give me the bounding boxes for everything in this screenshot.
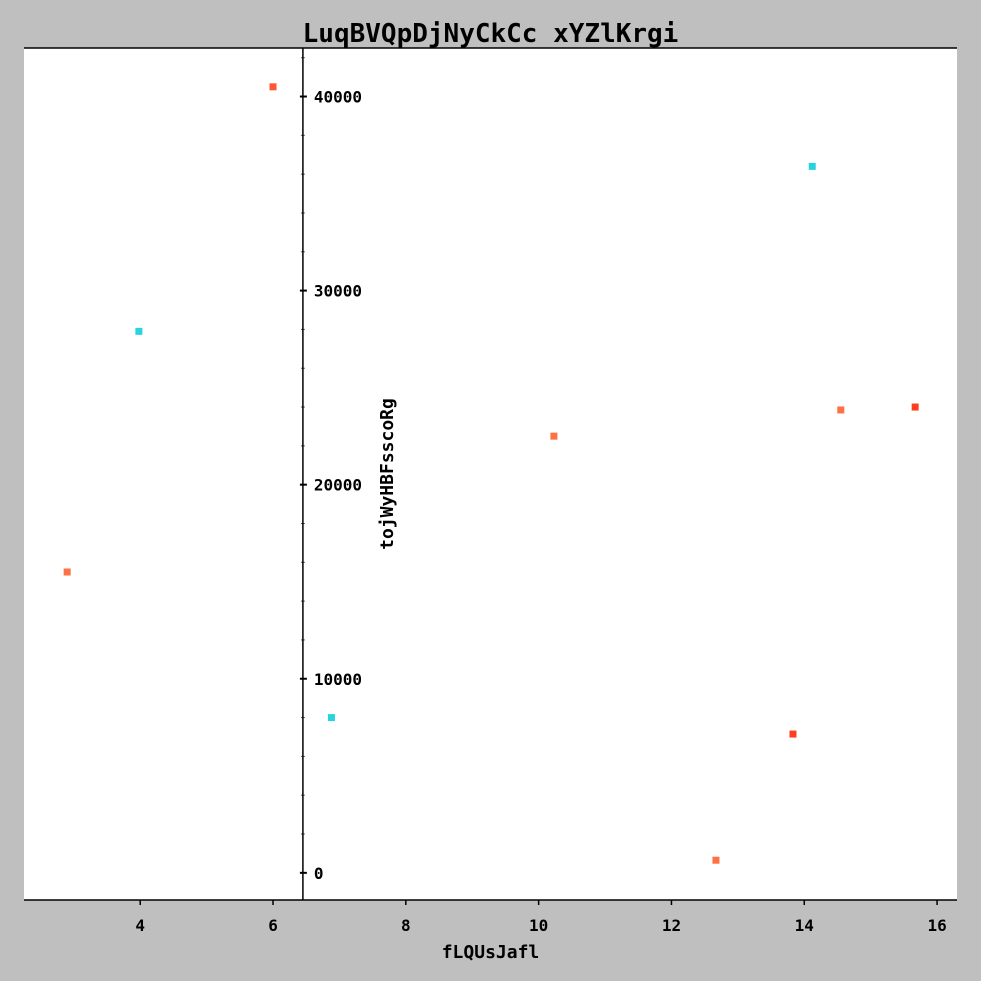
scatter-point [911,403,919,411]
x-tick-label: 16 [927,916,946,935]
scatter-point [63,568,71,576]
scatter-point [808,162,816,170]
y-tick-label: 10000 [314,670,362,689]
y-ticks: 0 10000 20000 30000 40000 [299,88,362,883]
scatter-point [789,730,797,738]
x-ticks: 4 6 8 10 12 14 16 [135,900,947,935]
plot-area [24,48,957,900]
scatter-point [712,856,720,864]
chart-title: LuqBVQpDjNyCkCc xYZlKrgi [303,19,679,49]
data-points [63,83,919,864]
x-axis-label: fLQUsJafl [442,942,540,963]
y-tick-label: 40000 [314,88,362,107]
x-tick-label: 8 [401,916,411,935]
y-tick-label: 0 [314,864,324,883]
x-tick-label: 14 [795,916,814,935]
x-tick-label: 4 [135,916,145,935]
y-axis-label: tojWyHBFsscoRg [377,398,398,550]
scatter-point [837,406,845,414]
scatter-point [135,327,143,335]
y-tick-label: 30000 [314,282,362,301]
scatter-point [269,83,277,91]
y-tick-label: 20000 [314,476,362,495]
x-tick-label: 6 [268,916,278,935]
scatter-point [550,432,558,440]
x-tick-label: 10 [529,916,548,935]
scatter-point [327,714,335,722]
x-tick-label: 12 [662,916,681,935]
